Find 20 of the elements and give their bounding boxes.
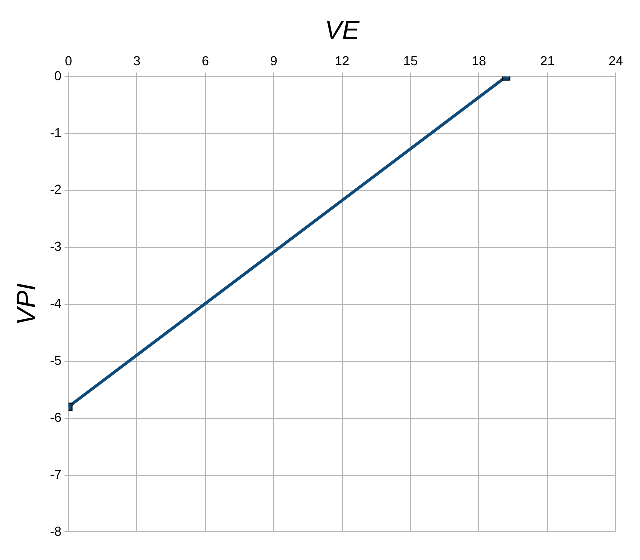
x-tick-label: 24: [608, 54, 624, 69]
y-axis-title: VPI: [10, 284, 41, 326]
y-tick-label: -8: [50, 524, 62, 539]
y-tick-label: -5: [50, 353, 62, 368]
y-tick-label: 0: [54, 68, 62, 84]
y-tick-label: -7: [50, 466, 62, 482]
y-tick-label: -6: [50, 410, 62, 425]
x-tick-label: 0: [65, 54, 72, 69]
x-tick-label: 12: [335, 54, 350, 69]
x-tick-label: 15: [404, 54, 418, 69]
x-tick-label: 21: [540, 54, 555, 69]
y-tick-label: -1: [50, 125, 62, 140]
y-tick-label: -3: [50, 239, 62, 254]
x-axis-title: VE: [325, 14, 360, 45]
y-tick-label: -2: [50, 182, 62, 198]
x-tick-label: 3: [134, 54, 141, 69]
y-tick-label: -4: [50, 296, 62, 312]
x-tick-label: 6: [202, 54, 210, 69]
x-tick-label: 18: [472, 54, 486, 69]
x-tick-label: 9: [270, 54, 278, 69]
